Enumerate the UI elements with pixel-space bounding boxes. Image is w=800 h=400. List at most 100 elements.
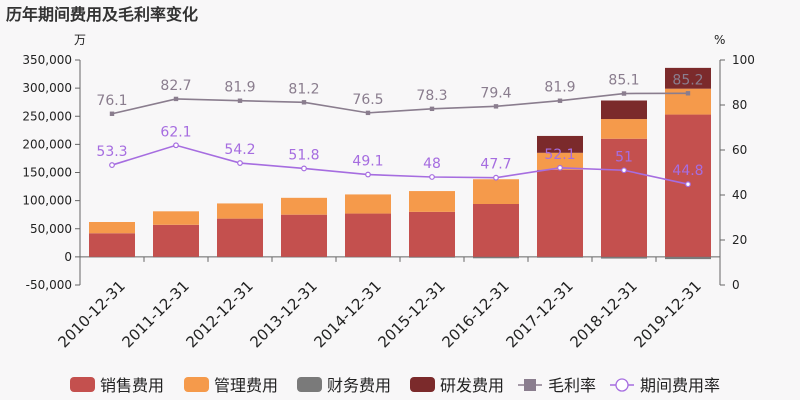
bar-财务费用 — [281, 256, 327, 258]
right-tick-label: 40 — [732, 188, 747, 202]
bar-财务费用 — [665, 256, 711, 260]
point-毛利率 — [301, 100, 307, 105]
left-tick-label: 300,000 — [22, 81, 72, 95]
point-期间费用率 — [557, 164, 563, 171]
point-毛利率 — [685, 91, 691, 96]
left-axis-unit: 万 — [74, 33, 86, 47]
bar-研发费用 — [537, 135, 583, 153]
legend-swatch — [70, 377, 95, 392]
x-tick-label: 2019-12-31 — [630, 277, 704, 351]
point-期间费用率 — [429, 174, 435, 180]
legend-marker — [615, 378, 629, 392]
data-label-毛利率: 82.7 — [160, 78, 191, 94]
point-期间费用率 — [109, 162, 115, 168]
bar-财务费用 — [601, 256, 647, 259]
legend-label: 管理费用 — [214, 376, 278, 395]
point-期间费用率 — [621, 167, 627, 174]
bar-管理费用 — [473, 179, 519, 204]
legend: 销售费用 管理费用 财务费用 研发费用 毛利率 期间费用率 — [70, 376, 720, 395]
legend-label: 销售费用 — [100, 376, 164, 395]
bar-财务费用 — [217, 256, 263, 258]
lines: 76.1 82.7 81.9 81.2 76.5 78.3 79.4 81.9 85.1 85.2… — [96, 72, 704, 188]
bar-销售费用 — [217, 218, 263, 257]
data-label-期间费用率: 52.1 — [544, 147, 575, 163]
line-期间费用率 — [111, 144, 689, 185]
left-tick-label: -50,000 — [26, 278, 72, 292]
left-tick-label: 350,000 — [22, 53, 72, 67]
bar-研发费用 — [665, 67, 711, 89]
legend-marker — [524, 379, 536, 391]
left-tick-label: 250,000 — [22, 109, 72, 123]
left-tick-label: 50,000 — [30, 222, 72, 236]
data-label-毛利率: 78.3 — [416, 88, 447, 104]
bar-管理费用 — [281, 197, 327, 215]
bar-管理费用 — [153, 211, 199, 225]
data-label-毛利率: 81.9 — [224, 80, 255, 96]
point-期间费用率 — [173, 142, 179, 149]
data-label-毛利率: 81.2 — [288, 81, 319, 97]
data-label-期间费用率: 49.1 — [352, 154, 383, 170]
legend-swatch — [410, 377, 435, 392]
point-期间费用率 — [301, 165, 307, 172]
point-毛利率 — [429, 106, 435, 112]
bar-销售费用 — [345, 213, 391, 257]
right-tick-label: 100 — [732, 53, 755, 67]
line-毛利率 — [111, 92, 689, 115]
bar-管理费用 — [345, 194, 391, 214]
legend-label: 研发费用 — [440, 376, 504, 395]
legend-label: 期间费用率 — [640, 376, 720, 395]
data-label-期间费用率: 44.8 — [672, 163, 703, 179]
x-tick-label: 2012-12-31 — [182, 277, 256, 351]
legend-swatch — [184, 377, 209, 392]
point-期间费用率 — [237, 160, 243, 166]
legend-label: 毛利率 — [548, 376, 596, 395]
bar-财务费用 — [537, 256, 583, 258]
data-label-毛利率: 76.1 — [96, 93, 127, 109]
point-期间费用率 — [365, 171, 371, 178]
data-label-期间费用率: 54.2 — [224, 142, 255, 158]
data-label-期间费用率: 53.3 — [96, 144, 127, 160]
right-tick-label: 60 — [732, 143, 747, 157]
x-tick-label: 2015-12-31 — [374, 277, 448, 351]
left-tick-label: 200,000 — [22, 137, 72, 151]
point-毛利率 — [109, 111, 115, 116]
data-label-毛利率: 85.1 — [608, 73, 639, 89]
data-label-期间费用率: 48 — [423, 156, 441, 172]
data-label-毛利率: 81.9 — [544, 80, 575, 96]
bar-财务费用 — [409, 256, 455, 258]
legend-swatch — [297, 377, 322, 392]
bar-财务费用 — [473, 256, 519, 259]
bar-财务费用 — [345, 256, 391, 258]
bar-销售费用 — [281, 214, 327, 257]
right-tick-label: 20 — [732, 233, 747, 247]
x-tick-label: 2014-12-31 — [310, 277, 384, 351]
bar-销售费用 — [153, 224, 199, 257]
x-tick-label: 2013-12-31 — [246, 277, 320, 351]
bar-管理费用 — [409, 191, 455, 212]
data-label-期间费用率: 62.1 — [160, 124, 191, 140]
bar-研发费用 — [601, 100, 647, 120]
bar-管理费用 — [601, 119, 647, 139]
point-期间费用率 — [493, 174, 499, 181]
point-期间费用率 — [685, 181, 691, 188]
data-label-毛利率: 76.5 — [352, 92, 383, 108]
bar-管理费用 — [537, 152, 583, 170]
x-tick-label: 2017-12-31 — [502, 277, 576, 351]
bar-销售费用 — [473, 204, 519, 257]
bar-销售费用 — [601, 138, 647, 257]
data-label-毛利率: 85.2 — [672, 72, 703, 88]
data-label-期间费用率: 51.8 — [288, 147, 319, 163]
bar-销售费用 — [537, 169, 583, 257]
right-axis-unit: % — [714, 33, 725, 47]
bar-销售费用 — [89, 233, 135, 257]
bar-管理费用 — [217, 203, 263, 219]
x-tick-label: 2018-12-31 — [566, 277, 640, 351]
data-label-期间费用率: 51 — [615, 149, 633, 165]
point-毛利率 — [621, 91, 627, 96]
data-label-毛利率: 79.4 — [480, 85, 511, 101]
right-tick-label: 0 — [732, 278, 740, 292]
chart-title: 历年期间费用及毛利率变化 — [6, 5, 198, 24]
left-tick-label: 100,000 — [22, 194, 72, 208]
